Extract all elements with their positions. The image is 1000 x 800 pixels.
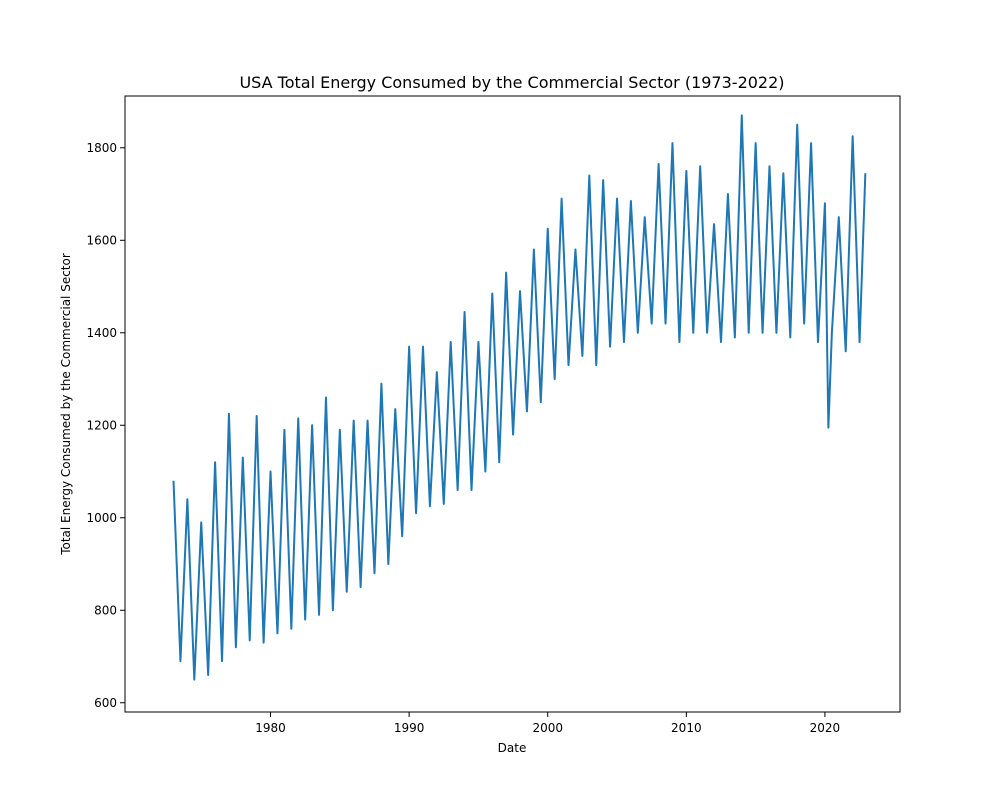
y-axis: 600 800 1000 1200 1400 1600 1800	[86, 141, 125, 710]
y-axis-label: Total Energy Consumed by the Commercial …	[59, 253, 73, 556]
plot-area	[172, 114, 867, 681]
x-tick-label: 1990	[394, 721, 425, 735]
x-tick-label: 2000	[532, 721, 563, 735]
y-tick-label: 1800	[86, 141, 117, 155]
y-tick-label: 1600	[86, 233, 117, 247]
y-tick-label: 800	[94, 603, 117, 617]
x-tick-label: 1980	[255, 721, 286, 735]
chart-title: USA Total Energy Consumed by the Commerc…	[239, 73, 784, 92]
plot-frame	[124, 95, 901, 713]
y-tick-label: 1200	[86, 418, 117, 432]
y-tick-label: 1400	[86, 326, 117, 340]
y-tick-label: 1000	[86, 511, 117, 525]
y-tick-label: 600	[94, 696, 117, 710]
x-axis-label: Date	[498, 741, 527, 755]
x-axis: 1980 1990 2000 2010 2020	[255, 712, 840, 735]
series-line-0	[172, 114, 867, 681]
x-tick-label: 2020	[810, 721, 841, 735]
x-tick-label: 2010	[671, 721, 702, 735]
